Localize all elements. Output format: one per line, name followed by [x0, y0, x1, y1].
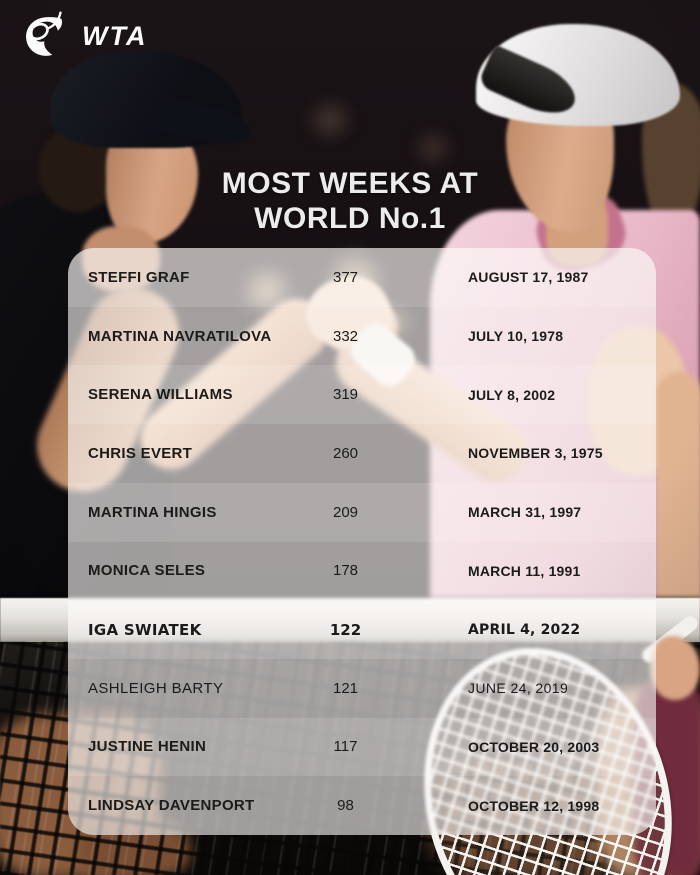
- player-name: STEFFI GRAF: [88, 268, 190, 286]
- weeks-value: 117: [333, 738, 358, 756]
- weeks-value: 260: [332, 444, 359, 462]
- record-date: JUNE 24, 2019: [468, 680, 569, 697]
- weeks-value: 209: [332, 503, 359, 521]
- record-date: APRIL 4, 2022: [468, 621, 581, 638]
- player-name: MARTINA NAVRATILOVA: [88, 327, 272, 345]
- table-row: MARTINA HINGIS 209 MARCH 31, 1997: [68, 482, 656, 542]
- player-name: ASHLEIGH BARTY: [88, 679, 224, 697]
- table-row: SERENA WILLIAMS 319 JULY 8, 2002: [68, 365, 656, 425]
- table-row-highlighted: IGA SWIATEK 122 APRIL 4, 2022: [68, 600, 656, 659]
- player-name: LINDSAY DAVENPORT: [88, 797, 255, 815]
- record-date: JULY 10, 1978: [468, 328, 564, 345]
- wta-logo: WTA: [20, 10, 147, 62]
- weeks-value: 377: [332, 268, 359, 286]
- right-player-hand-on-racquet: [650, 636, 700, 700]
- wta-player-icon: [26, 11, 63, 56]
- record-date: AUGUST 17, 1987: [468, 269, 589, 286]
- record-date: MARCH 11, 1991: [468, 562, 581, 579]
- player-name: MONICA SELES: [88, 562, 206, 580]
- table-row: JUSTINE HENIN 117 OCTOBER 20, 2003: [68, 717, 656, 777]
- player-name: JUSTINE HENIN: [88, 738, 207, 756]
- table-row: MONICA SELES 178 MARCH 11, 1991: [68, 542, 656, 601]
- record-date: MARCH 31, 1997: [468, 504, 582, 521]
- table-row: LINDSAY DAVENPORT 98 OCTOBER 12, 1998: [68, 776, 656, 835]
- table-row: MARTINA NAVRATILOVA 332 JULY 10, 1978: [68, 307, 656, 366]
- record-date: OCTOBER 12, 1998: [468, 797, 600, 814]
- player-name: SERENA WILLIAMS: [88, 386, 233, 404]
- player-name: MARTINA HINGIS: [88, 503, 217, 521]
- weeks-value: 122: [329, 620, 362, 639]
- title-line-1: MOST WEEKS AT: [221, 167, 479, 200]
- stats-panel: STEFFI GRAF 377 AUGUST 17, 1987 MARTINA …: [68, 248, 656, 835]
- table-row: STEFFI GRAF 377 AUGUST 17, 1987: [68, 248, 656, 307]
- right-player-arm: [656, 372, 700, 622]
- table-row: CHRIS EVERT 260 NOVEMBER 3, 1975: [68, 424, 656, 483]
- weeks-value: 178: [332, 562, 359, 580]
- weeks-value: 121: [332, 679, 359, 697]
- record-date: NOVEMBER 3, 1975: [468, 445, 603, 462]
- record-date: JULY 8, 2002: [468, 386, 556, 403]
- record-date: OCTOBER 20, 2003: [468, 738, 600, 755]
- bokeh-light: [300, 100, 360, 140]
- table-row: ASHLEIGH BARTY 121 JUNE 24, 2019: [68, 659, 656, 718]
- page-title: MOST WEEKS AT WORLD No.1: [0, 166, 700, 236]
- title-line-2: WORLD No.1: [254, 202, 446, 235]
- player-name: CHRIS EVERT: [88, 444, 193, 462]
- weeks-value: 332: [332, 327, 359, 345]
- player-name: IGA SWIATEK: [88, 620, 202, 639]
- weeks-value: 319: [332, 386, 359, 404]
- weeks-value: 98: [337, 797, 354, 815]
- bokeh-light: [408, 130, 458, 166]
- wta-wordmark: WTA: [82, 20, 148, 51]
